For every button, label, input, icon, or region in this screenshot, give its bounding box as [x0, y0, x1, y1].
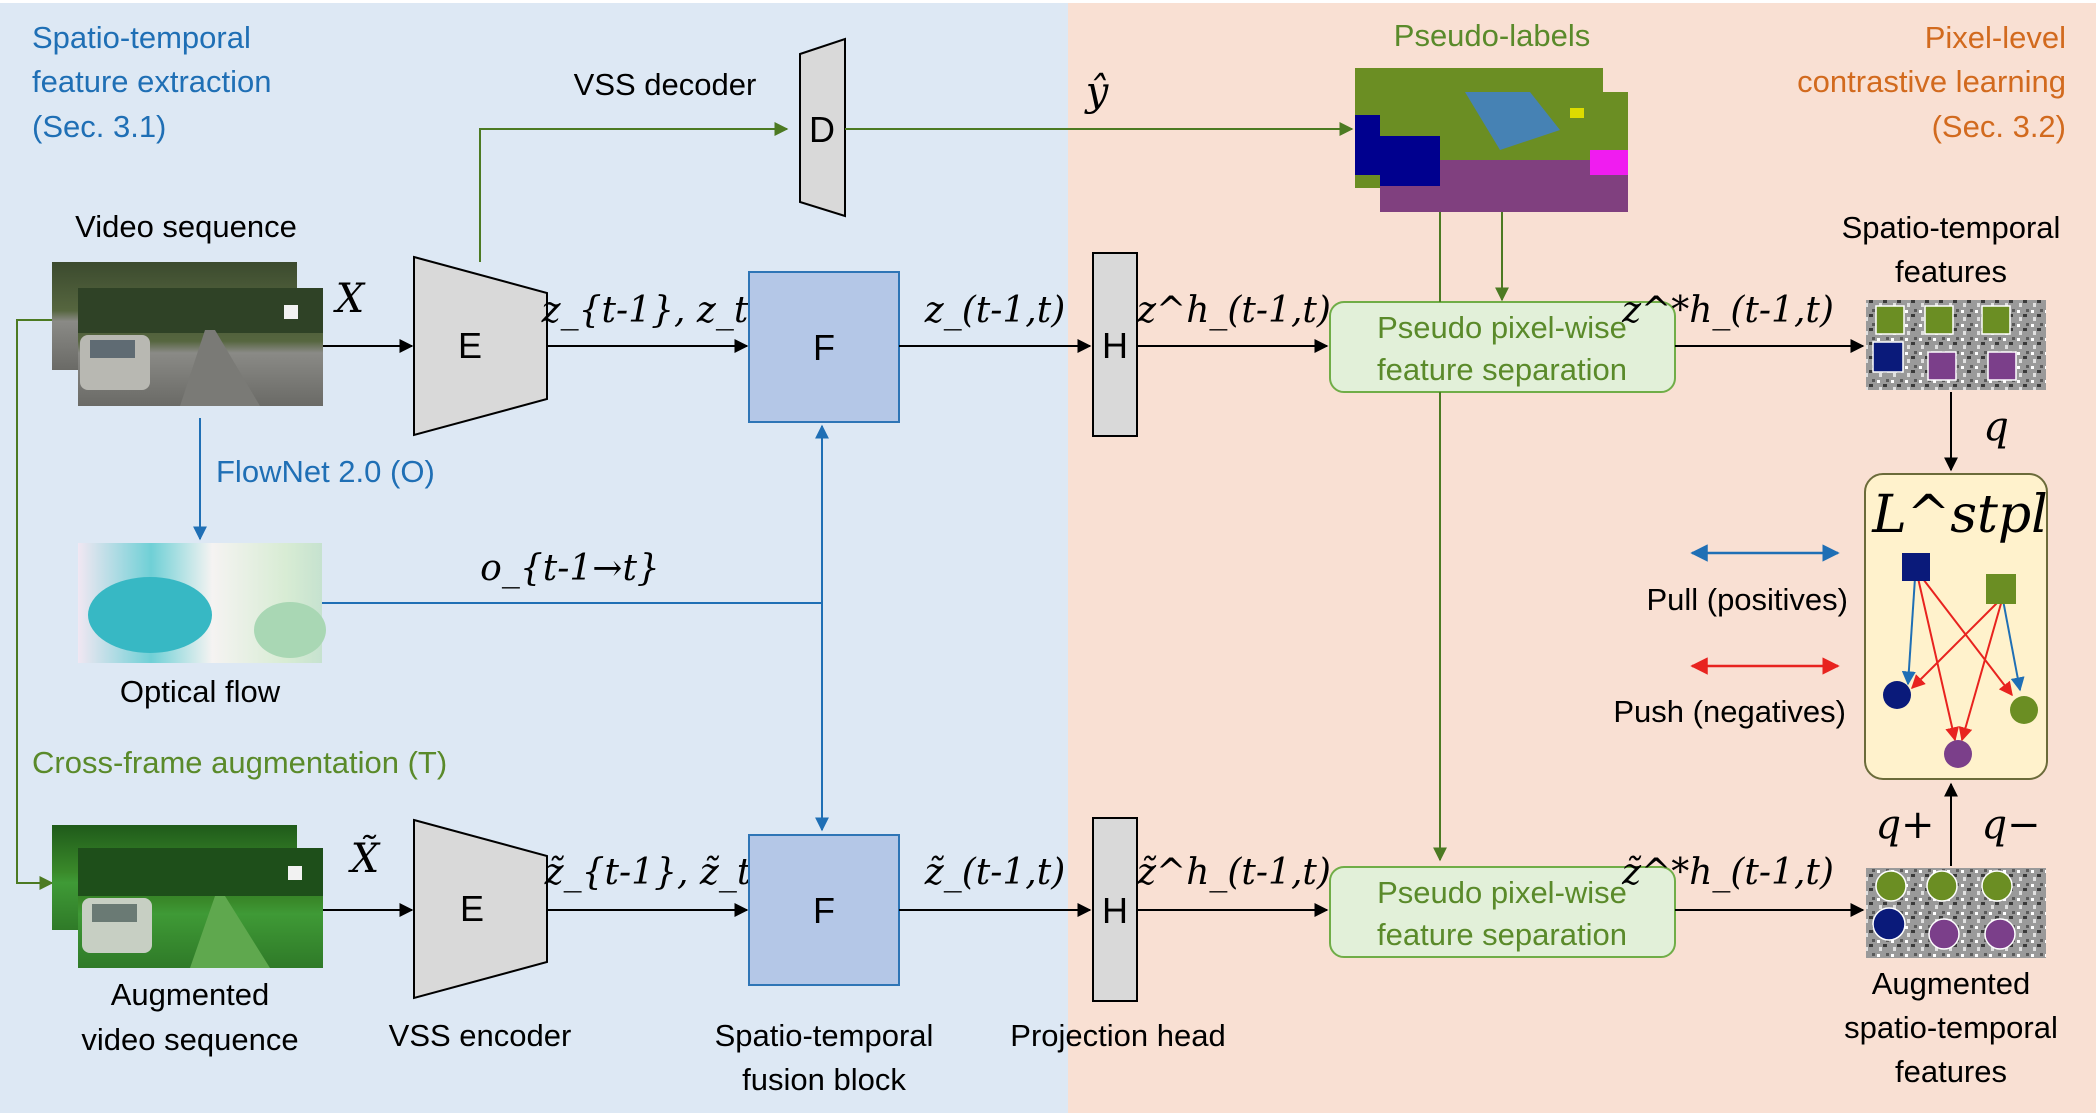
optical-flow-label: Optical flow [120, 674, 281, 709]
vss-decoder-label: VSS decoder [574, 67, 757, 102]
optical-flow-image [78, 543, 326, 663]
separation-bottom-line-1: Pseudo pixel-wise [1377, 875, 1627, 910]
augmented-video-label-1: Augmented [111, 977, 270, 1012]
extraction-title-1: Spatio-temporal [32, 20, 251, 55]
fusion-aug-block [748, 834, 900, 986]
z-pair-tilde-label: z̃_{t-1}, z̃_t [544, 852, 752, 893]
flow-label: o_{t-1→t} [480, 548, 660, 589]
pull-legend-label: Pull (positives) [1646, 582, 1848, 617]
x-label: X [333, 276, 366, 322]
encoder-to-decoder-arrow [479, 122, 789, 262]
pseudo-labels-image [1355, 68, 1628, 212]
encoder-aug-letter: E [460, 888, 484, 929]
loss-graph [1883, 553, 2038, 768]
encoder-block [413, 255, 548, 437]
aug-features-label-1: Augmented [1872, 966, 2031, 1001]
z-pair-label: z_{t-1}, z_t [541, 290, 749, 331]
head-block [1092, 252, 1138, 437]
head-aug-letter: H [1102, 890, 1128, 931]
pseudo-labels-label: Pseudo-labels [1394, 18, 1590, 53]
aug-features-map [1866, 868, 2046, 958]
zsh-tilde-label: z̃^*h_(t-1,t) [1621, 852, 1834, 893]
q-label: q [1983, 404, 2009, 450]
loss-box [1864, 473, 2048, 780]
vss-encoder-label: VSS encoder [389, 1018, 572, 1053]
fusion-block [748, 271, 900, 423]
separation-bottom-line-2: feature separation [1377, 917, 1627, 952]
decoder-block [799, 37, 846, 218]
head-letter: H [1102, 325, 1128, 366]
fusion-aug-letter: F [813, 890, 835, 931]
decoder-letter: D [809, 109, 835, 150]
fusion-block-label-1: Spatio-temporal [715, 1018, 934, 1053]
fusion-block-label-2: fusion block [742, 1062, 906, 1097]
contrastive-title-2: contrastive learning [1797, 64, 2066, 99]
push-legend-label: Push (negatives) [1613, 694, 1846, 729]
separation-top-line-1: Pseudo pixel-wise [1377, 310, 1627, 345]
x-tilde-label: X̃ [348, 835, 381, 882]
cross-frame-label: Cross-frame augmentation (T) [32, 745, 447, 780]
st-features-label-1: Spatio-temporal [1842, 210, 2061, 245]
encoder-letter: E [458, 325, 482, 366]
zsh-label: z^*h_(t-1,t) [1621, 290, 1834, 331]
st-features-label-2: features [1895, 254, 2007, 289]
aug-features-label-3: features [1895, 1054, 2007, 1089]
q-minus-label: q− [1981, 802, 2040, 848]
aug-features-label-2: spatio-temporal [1844, 1010, 2058, 1045]
y-hat-label: ŷ [1084, 69, 1110, 115]
augmented-video-label-2: video sequence [81, 1022, 298, 1057]
video-sequence-image [52, 262, 323, 406]
contrastive-title-3: (Sec. 3.2) [1932, 109, 2066, 144]
projection-head-label: Projection head [1010, 1018, 1225, 1053]
separation-top-line-2: feature separation [1377, 352, 1627, 387]
z-fused-label: z_(t-1,t) [924, 290, 1066, 331]
st-features-map [1866, 300, 2046, 390]
video-sequence-label: Video sequence [75, 209, 297, 244]
z-fused-tilde-label: z̃_(t-1,t) [924, 852, 1066, 893]
augmented-video-image [52, 825, 323, 968]
encoder-aug-block [413, 818, 548, 1000]
loss-label: L^stpl [1871, 485, 2048, 545]
contrastive-title-1: Pixel-level [1925, 20, 2066, 55]
separation-bottom-block [1329, 866, 1676, 958]
q-plus-label: q+ [1875, 802, 1934, 848]
zh-tilde-label: z̃^h_(t-1,t) [1136, 852, 1331, 893]
cross-frame-arrow [16, 319, 54, 890]
extraction-title-2: feature extraction [32, 64, 272, 99]
flownet-label: FlowNet 2.0 (O) [216, 454, 435, 489]
fusion-letter: F [813, 327, 835, 368]
extraction-title-3: (Sec. 3.1) [32, 109, 166, 144]
zh-label: z^h_(t-1,t) [1136, 290, 1331, 331]
